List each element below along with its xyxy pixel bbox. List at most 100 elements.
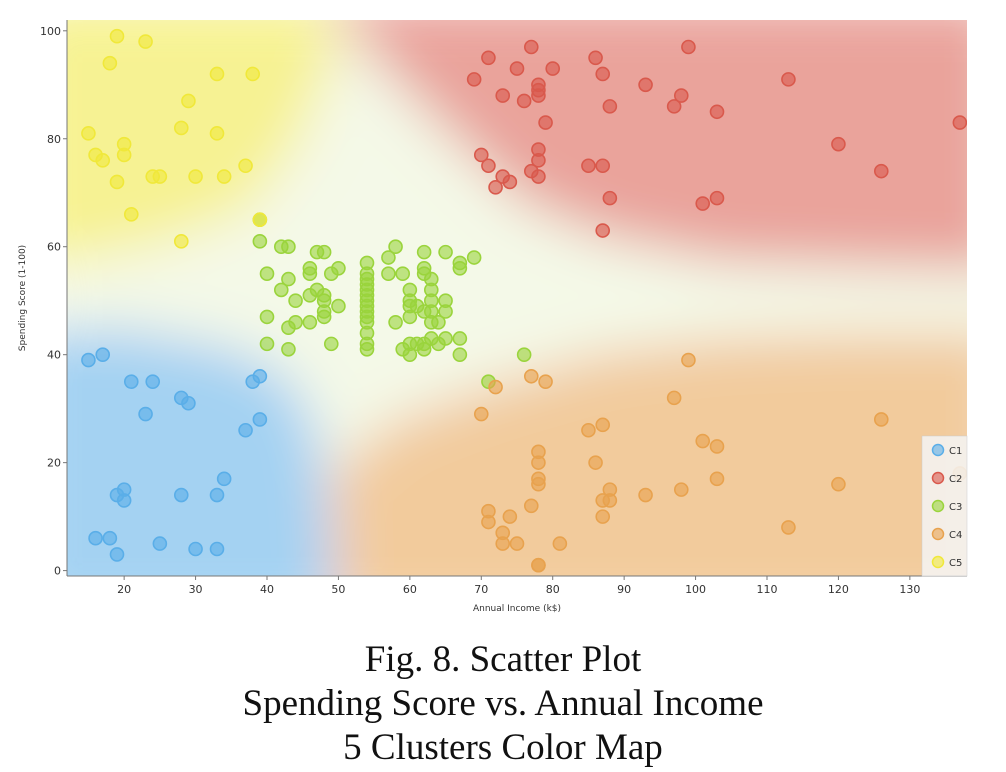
- point-c2: [781, 72, 796, 87]
- point-c4: [781, 520, 796, 535]
- point-c4: [531, 455, 546, 470]
- y-tick-label: 0: [54, 565, 61, 578]
- point-c4: [595, 417, 611, 433]
- point-c2: [495, 88, 511, 103]
- point-c3: [395, 266, 411, 282]
- point-c3: [288, 293, 303, 308]
- point-c2: [502, 174, 518, 190]
- point-c3: [416, 244, 432, 260]
- point-c4: [531, 476, 546, 492]
- point-c4: [666, 390, 682, 406]
- point-c4: [595, 509, 611, 524]
- caption-line-2: Spending Score vs. Annual Income: [242, 683, 764, 724]
- y-tick-label: 100: [40, 25, 61, 38]
- x-axis-ticks: 20 30 40 50 60 70 80 90 100 110 120 130: [117, 576, 920, 596]
- x-tick-label: 40: [260, 583, 274, 596]
- legend-label-c2: C2: [949, 474, 962, 485]
- point-c2: [516, 93, 532, 109]
- point-c3: [466, 250, 482, 265]
- legend-label-c1: C1: [949, 446, 962, 457]
- point-c3: [259, 266, 275, 282]
- point-c1: [152, 536, 168, 551]
- y-axis-ticks: 0 20 40 60 80 100: [40, 25, 67, 578]
- point-c3: [516, 347, 532, 362]
- point-c4: [831, 476, 846, 492]
- point-c3: [388, 239, 403, 255]
- point-c3: [416, 261, 432, 276]
- y-axis-title: Spending Score (1-100): [18, 245, 28, 351]
- point-c4: [538, 374, 553, 389]
- point-c1: [145, 374, 161, 389]
- legend-marker-c3: [931, 499, 945, 513]
- point-c4: [552, 536, 568, 551]
- point-c1: [252, 412, 268, 427]
- point-c5: [252, 212, 268, 228]
- point-c3: [402, 309, 418, 325]
- point-c4: [523, 498, 539, 514]
- point-c1: [209, 487, 225, 503]
- point-c4: [588, 455, 603, 470]
- point-c5: [138, 34, 153, 49]
- point-c3: [423, 304, 439, 319]
- point-c1: [216, 471, 232, 487]
- point-c4: [581, 422, 596, 438]
- legend-marker-c4: [931, 527, 945, 541]
- point-c5: [209, 126, 225, 141]
- legend-marker-c1: [931, 443, 945, 457]
- point-c2: [481, 158, 496, 174]
- point-c1: [102, 530, 118, 546]
- point-c2: [638, 77, 653, 93]
- point-c2: [581, 158, 596, 174]
- caption-line-1: Fig. 8. Scatter Plot: [364, 639, 642, 680]
- point-c3: [259, 309, 275, 325]
- x-tick-label: 90: [617, 583, 631, 596]
- point-c3: [359, 293, 375, 308]
- point-c3: [331, 261, 346, 276]
- point-c2: [952, 115, 967, 130]
- point-c4: [481, 514, 496, 530]
- cluster-region-map: [67, 20, 967, 576]
- point-c1: [209, 541, 225, 557]
- point-c2: [531, 153, 546, 168]
- point-c1: [95, 347, 111, 362]
- point-c2: [681, 39, 696, 55]
- point-c2: [709, 190, 725, 206]
- point-c4: [681, 352, 696, 368]
- point-c4: [495, 525, 511, 541]
- point-c2: [673, 88, 689, 103]
- point-c3: [381, 250, 396, 265]
- point-c3: [438, 244, 453, 260]
- point-c3: [252, 234, 268, 249]
- point-c1: [116, 493, 132, 508]
- legend-marker-c5: [931, 555, 945, 569]
- point-c4: [673, 482, 689, 497]
- scatter-plot: 20 30 40 50 60 70 80 90 100 110 120 130 0 20 40 60 80 10…: [18, 20, 968, 614]
- point-c3: [302, 266, 318, 282]
- y-tick-label: 60: [47, 241, 61, 254]
- point-c3: [316, 309, 332, 325]
- point-c3: [288, 314, 303, 330]
- point-c2: [873, 163, 889, 179]
- point-c2: [666, 99, 682, 114]
- point-c3: [273, 282, 289, 298]
- point-c1: [88, 530, 103, 546]
- point-c4: [488, 379, 503, 395]
- point-c3: [452, 347, 468, 362]
- point-c2: [523, 39, 539, 55]
- point-c3: [431, 314, 446, 330]
- point-c5: [209, 66, 225, 82]
- point-c5: [216, 169, 232, 184]
- point-c4: [873, 412, 889, 427]
- x-tick-label: 80: [546, 583, 560, 596]
- point-c4: [531, 557, 546, 573]
- point-c2: [531, 169, 546, 184]
- point-c5: [81, 126, 96, 141]
- point-c5: [109, 28, 125, 44]
- x-tick-label: 100: [685, 583, 706, 596]
- point-c2: [488, 180, 503, 195]
- point-c3: [359, 314, 375, 330]
- point-c3: [316, 244, 332, 260]
- caption-line-3: 5 Clusters Color Map: [343, 727, 663, 768]
- point-c2: [509, 61, 525, 76]
- point-c1: [188, 541, 203, 557]
